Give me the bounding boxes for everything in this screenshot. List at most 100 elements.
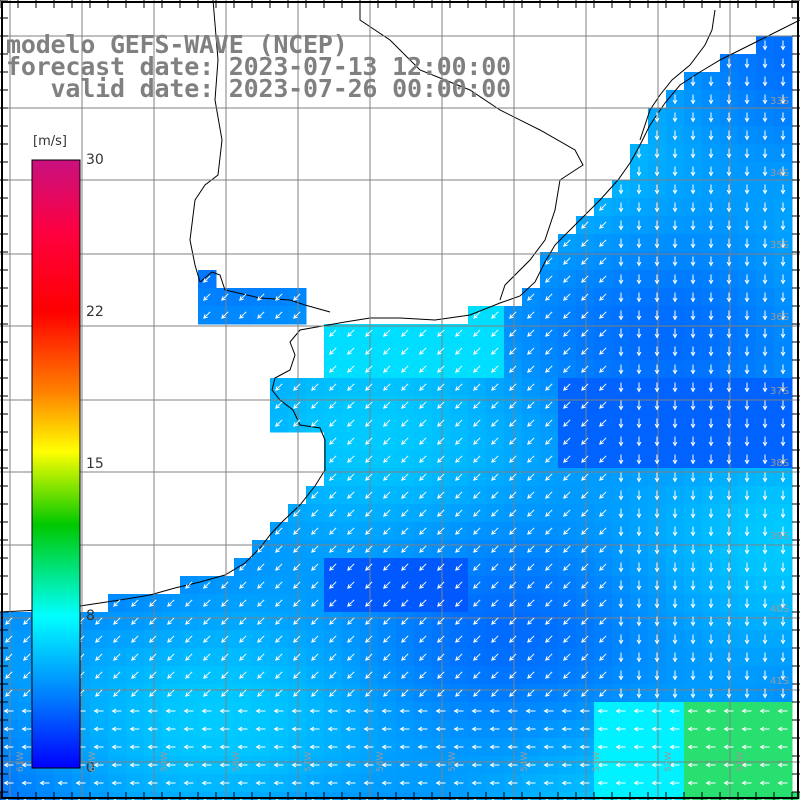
wind-arrow — [563, 275, 571, 283]
wind-arrow-head — [419, 404, 424, 409]
wind-arrow-head — [744, 333, 750, 339]
wind-arrow-head — [347, 440, 352, 445]
wind-arrow — [365, 401, 373, 409]
wind-arrow-head — [437, 566, 442, 571]
wind-arrow — [311, 563, 319, 571]
wind-arrow — [563, 473, 571, 481]
wind-arrow-head — [383, 512, 388, 517]
wind-arrow — [401, 599, 409, 607]
wind-arrow — [347, 617, 355, 625]
wind-arrow-head — [581, 386, 586, 391]
wind-arrow — [455, 581, 463, 589]
wind-arrow — [383, 581, 391, 589]
wind-arrow — [473, 635, 481, 643]
wind-arrow-head — [131, 638, 136, 643]
wind-arrow — [599, 527, 607, 535]
wind-arrow-head — [744, 567, 750, 573]
wind-arrow — [581, 491, 589, 499]
latitude-label: 41S — [770, 676, 790, 687]
wind-arrow-head — [690, 369, 696, 375]
wind-arrow — [401, 563, 409, 571]
wind-arrow — [599, 581, 607, 589]
wind-arrow — [401, 401, 409, 409]
wind-arrow — [131, 617, 139, 625]
wind-arrow-head — [401, 440, 406, 445]
wind-arrow-head — [527, 638, 532, 643]
wind-arrow-head — [473, 350, 478, 355]
wind-arrow-head — [509, 548, 514, 553]
wind-arrow — [455, 545, 463, 553]
wind-arrow — [581, 257, 589, 265]
wind-arrow-head — [383, 458, 388, 463]
wind-arrow-head — [383, 440, 388, 445]
wind-arrow-head — [780, 549, 786, 555]
wind-arrow — [437, 599, 445, 607]
wind-arrow — [293, 617, 301, 625]
wind-arrow — [329, 401, 337, 409]
wind-arrow-head — [419, 476, 424, 481]
wind-arrow-head — [185, 638, 190, 643]
wind-arrow-head — [581, 476, 586, 481]
wind-arrow — [401, 437, 409, 445]
wind-arrow-head — [455, 512, 460, 517]
wind-arrow-head — [618, 459, 624, 465]
wind-arrow — [437, 329, 445, 337]
wind-arrow-head — [744, 81, 750, 87]
wind-arrow — [113, 635, 121, 643]
wind-arrow-head — [618, 261, 624, 267]
wind-arrow-head — [762, 333, 768, 339]
wind-arrow — [347, 563, 355, 571]
wind-arrow — [509, 527, 517, 535]
wind-arrow-head — [708, 243, 714, 249]
wind-arrow-head — [672, 333, 678, 339]
wind-arrow — [545, 329, 553, 337]
wind-arrow — [563, 329, 571, 337]
wind-arrow-head — [401, 620, 406, 625]
wind-arrow-head — [275, 530, 280, 535]
wind-arrow — [311, 635, 319, 643]
wind-arrow-head — [654, 207, 660, 213]
wind-arrow-head — [599, 368, 604, 373]
wind-arrow-head — [618, 621, 624, 627]
wind-arrow-head — [780, 585, 786, 591]
wind-arrow-head — [239, 314, 244, 319]
wind-arrow-head — [690, 531, 696, 537]
latitude-label: 37S — [770, 386, 790, 397]
wind-arrow-head — [690, 207, 696, 213]
wind-arrow-head — [401, 476, 406, 481]
wind-arrow-head — [239, 296, 244, 301]
wind-arrow-head — [708, 369, 714, 375]
wind-arrow — [599, 617, 607, 625]
wind-arrow-head — [780, 567, 786, 573]
wind-arrow — [509, 329, 517, 337]
wind-arrow-head — [780, 369, 786, 375]
wind-arrow-head — [401, 458, 406, 463]
wind-arrow — [581, 275, 589, 283]
wind-arrow — [221, 599, 229, 607]
wind-arrow-head — [744, 369, 750, 375]
wind-arrow-head — [708, 441, 714, 447]
wind-arrow — [203, 275, 211, 283]
longitude-label: 60W — [88, 751, 98, 772]
wind-arrow — [257, 581, 265, 589]
wind-arrow-head — [654, 315, 660, 321]
wind-arrow — [347, 509, 355, 517]
wind-arrow — [293, 527, 301, 535]
wind-arrow — [581, 563, 589, 571]
wind-arrow — [599, 329, 607, 337]
wind-arrow — [581, 221, 589, 229]
wind-arrow — [365, 365, 373, 373]
wind-arrow-head — [618, 549, 624, 555]
latitude-label: 36S — [770, 312, 790, 323]
wind-arrow-head — [203, 278, 208, 283]
wind-speed-cell — [576, 792, 595, 800]
wind-arrow-head — [545, 278, 550, 283]
wind-arrow — [239, 599, 247, 607]
wind-arrow — [581, 455, 589, 463]
wind-arrow — [455, 419, 463, 427]
wind-arrow-head — [473, 404, 478, 409]
wind-arrow-head — [581, 602, 586, 607]
wind-arrow-head — [581, 458, 586, 463]
wind-arrow-head — [419, 368, 424, 373]
